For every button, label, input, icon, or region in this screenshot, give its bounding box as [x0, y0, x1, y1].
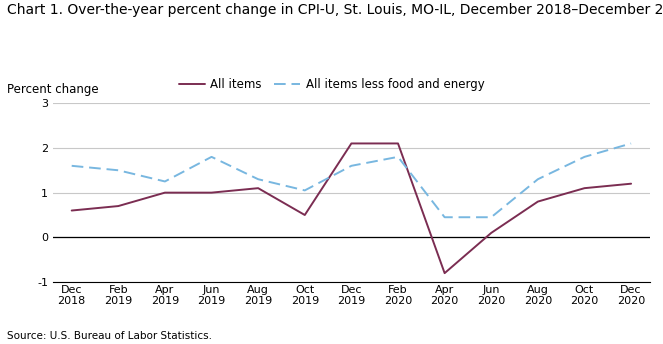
Line: All items: All items: [72, 143, 631, 273]
Line: All items less food and energy: All items less food and energy: [72, 143, 631, 217]
All items: [487, 231, 495, 235]
All items less food and energy: [581, 155, 589, 159]
All items less food and energy: [627, 141, 635, 146]
All items: [68, 208, 76, 213]
All items: [161, 191, 169, 195]
All items less food and energy: [347, 164, 355, 168]
All items: [441, 271, 449, 275]
All items: [114, 204, 122, 208]
All items less food and energy: [114, 168, 122, 172]
All items: [254, 186, 262, 190]
All items: [301, 213, 309, 217]
Legend: All items, All items less food and energy: All items, All items less food and energ…: [178, 78, 485, 91]
All items less food and energy: [301, 189, 309, 193]
Text: Chart 1. Over-the-year percent change in CPI-U, St. Louis, MO-IL, December 2018–: Chart 1. Over-the-year percent change in…: [7, 3, 663, 18]
All items: [347, 141, 355, 146]
Text: Source: U.S. Bureau of Labor Statistics.: Source: U.S. Bureau of Labor Statistics.: [7, 331, 211, 341]
All items: [627, 182, 635, 186]
All items: [394, 141, 402, 146]
All items less food and energy: [394, 155, 402, 159]
All items less food and energy: [487, 215, 495, 219]
All items less food and energy: [68, 164, 76, 168]
All items less food and energy: [254, 177, 262, 181]
All items: [208, 191, 215, 195]
All items less food and energy: [208, 155, 215, 159]
All items: [581, 186, 589, 190]
All items less food and energy: [161, 180, 169, 184]
All items less food and energy: [441, 215, 449, 219]
Text: Percent change: Percent change: [7, 83, 98, 96]
All items less food and energy: [534, 177, 542, 181]
All items: [534, 200, 542, 204]
